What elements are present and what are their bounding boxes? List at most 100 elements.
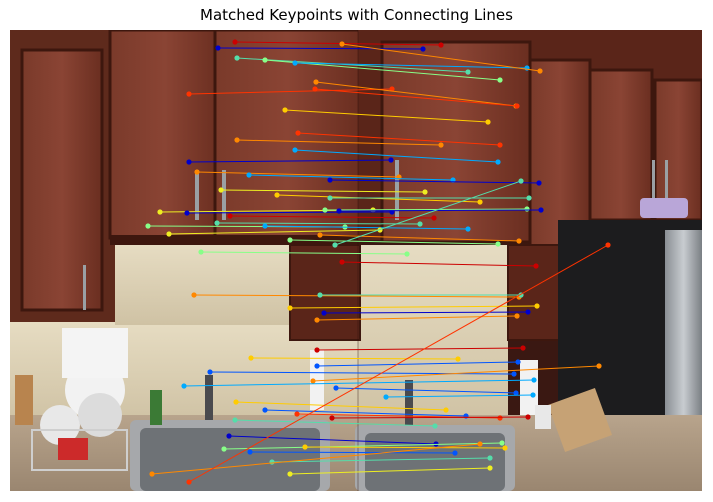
keypoint-marker xyxy=(314,317,320,323)
keypoint-marker xyxy=(497,142,503,148)
keypoint-marker xyxy=(518,178,524,184)
keypoint-marker xyxy=(191,292,197,298)
match-line xyxy=(316,347,524,351)
keypoint-marker xyxy=(292,147,298,153)
keypoint-marker xyxy=(336,208,342,214)
match-line xyxy=(289,305,538,309)
match-line xyxy=(196,171,400,178)
keypoint-marker xyxy=(314,347,320,353)
match-line xyxy=(316,315,518,321)
keypoint-marker xyxy=(317,292,323,298)
match-line xyxy=(315,81,517,107)
match-line xyxy=(264,225,469,230)
keypoint-marker xyxy=(314,363,320,369)
keypoint-match-layer xyxy=(145,39,611,485)
match-line xyxy=(236,57,469,73)
keypoint-marker xyxy=(422,189,428,195)
keypoint-marker xyxy=(524,206,530,212)
keypoint-marker xyxy=(321,310,327,316)
keypoint-marker xyxy=(269,459,275,465)
keypoint-marker xyxy=(432,423,438,429)
keypoint-marker xyxy=(339,259,345,265)
keypoint-marker xyxy=(533,263,539,269)
match-line xyxy=(186,211,393,214)
keypoint-marker xyxy=(262,223,268,229)
keypoint-marker xyxy=(525,309,531,315)
keypoint-marker xyxy=(477,199,483,205)
match-line xyxy=(341,43,541,72)
keypoint-marker xyxy=(495,241,501,247)
keypoint-marker xyxy=(516,238,522,244)
keypoint-marker xyxy=(465,69,471,75)
keypoint-marker xyxy=(339,41,345,47)
match-line xyxy=(271,457,491,463)
keypoint-marker xyxy=(247,449,253,455)
keypoint-marker xyxy=(327,177,333,183)
keypoint-marker xyxy=(383,394,389,400)
keypoint-marker xyxy=(262,57,268,63)
keypoint-marker xyxy=(332,242,338,248)
keypoint-marker xyxy=(537,68,543,74)
keypoint-marker xyxy=(312,86,318,92)
keypoint-marker xyxy=(294,411,300,417)
keypoint-marker xyxy=(313,79,319,85)
background-photo xyxy=(10,30,702,491)
keypoint-marker xyxy=(514,313,520,319)
match-line xyxy=(297,132,501,146)
keypoint-marker xyxy=(438,42,444,48)
match-line xyxy=(223,442,503,450)
keypoint-marker xyxy=(520,345,526,351)
match-line xyxy=(217,47,424,50)
match-line xyxy=(324,208,528,211)
match-line xyxy=(183,379,535,387)
keypoint-marker xyxy=(226,433,232,439)
keypoint-marker xyxy=(198,249,204,255)
keypoint-marker xyxy=(497,415,503,421)
keypoint-marker xyxy=(232,417,238,423)
keypoint-marker xyxy=(431,215,437,221)
keypoint-marker xyxy=(194,169,200,175)
keypoint-marker xyxy=(502,445,508,451)
keypoint-marker xyxy=(149,471,155,477)
match-line xyxy=(289,239,499,245)
keypoint-marker xyxy=(404,251,410,257)
keypoint-marker xyxy=(455,356,461,362)
keypoint-marker xyxy=(513,390,519,396)
match-line xyxy=(188,88,393,95)
keypoint-marker xyxy=(287,237,293,243)
keypoint-marker xyxy=(234,137,240,143)
keypoint-marker xyxy=(327,195,333,201)
match-line xyxy=(188,159,392,163)
match-line xyxy=(248,174,454,181)
match-line xyxy=(319,234,520,242)
keypoint-marker xyxy=(438,142,444,148)
keypoint-marker xyxy=(186,91,192,97)
keypoint-marker xyxy=(499,440,505,446)
match-line xyxy=(329,179,540,184)
keypoint-marker xyxy=(443,407,449,413)
match-line xyxy=(188,244,609,483)
match-line xyxy=(312,365,600,382)
keypoint-marker xyxy=(262,407,268,413)
match-line xyxy=(234,419,436,427)
keypoint-marker xyxy=(389,209,395,215)
match-line xyxy=(200,251,408,255)
keypoint-marker xyxy=(181,383,187,389)
match-line xyxy=(314,88,518,107)
match-line xyxy=(229,215,435,219)
match-line xyxy=(264,409,467,417)
match-line xyxy=(235,401,447,411)
keypoint-marker xyxy=(534,303,540,309)
keypoint-marker xyxy=(452,450,458,456)
keypoint-marker xyxy=(234,55,240,61)
keypoint-marker xyxy=(487,455,493,461)
match-line xyxy=(385,394,534,398)
match-line xyxy=(323,311,529,314)
keypoint-marker xyxy=(215,45,221,51)
keypoint-marker xyxy=(530,392,536,398)
keypoint-marker xyxy=(333,385,339,391)
match-line xyxy=(304,446,506,449)
match-line xyxy=(284,109,489,123)
keypoint-marker xyxy=(287,471,293,477)
match-line xyxy=(341,261,537,267)
